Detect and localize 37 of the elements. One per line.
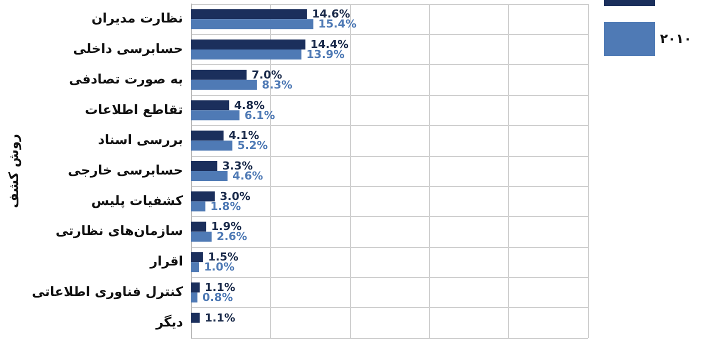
y-tick-label: سازمان‌های نظارتی	[56, 224, 184, 240]
bar	[191, 70, 247, 80]
bar	[191, 19, 314, 30]
data-label: 1.1%	[204, 311, 236, 324]
bar	[191, 171, 228, 181]
y-tick-label: کنترل فناوری اطلاعاتی	[32, 284, 184, 300]
bar	[191, 130, 224, 141]
y-axis-title: روش کشف	[7, 134, 22, 208]
y-tick-label: به صورت تصادفی	[69, 72, 184, 88]
y-tick-label: حسابرسی داخلی	[73, 42, 184, 58]
bar	[191, 201, 206, 212]
bar	[191, 80, 257, 90]
y-tick-label: بررسی اسناد	[98, 133, 184, 148]
bar	[191, 140, 232, 151]
y-tick-label: کشفیات پلیس	[91, 194, 184, 209]
bar	[191, 110, 240, 120]
y-tick-label: اقرار	[149, 254, 184, 270]
y-tick-label: دیگر	[154, 314, 184, 330]
bar	[191, 282, 200, 292]
bar	[191, 161, 218, 171]
bar	[191, 222, 206, 232]
bar	[191, 50, 302, 60]
bar	[191, 232, 212, 242]
data-label: 4.6%	[232, 170, 264, 182]
bar	[191, 292, 198, 302]
y-tick-label: نظارت مدیران	[91, 12, 184, 27]
text: ۲۰۱۰	[660, 32, 692, 46]
bar	[191, 9, 307, 20]
bar	[191, 191, 215, 202]
bar	[191, 312, 200, 323]
bar	[191, 40, 306, 50]
bar	[191, 252, 203, 262]
y-tick-label: حسابرسی خارجی	[68, 164, 184, 178]
data-label: 3.3%	[222, 160, 253, 172]
bar	[191, 262, 199, 272]
bar	[191, 100, 230, 110]
y-tick-label: تقاطع اطلاعات	[84, 102, 184, 118]
